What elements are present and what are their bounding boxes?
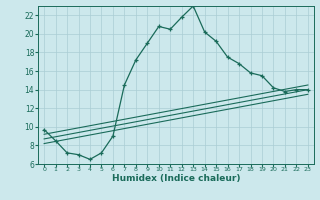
X-axis label: Humidex (Indice chaleur): Humidex (Indice chaleur) — [112, 174, 240, 183]
